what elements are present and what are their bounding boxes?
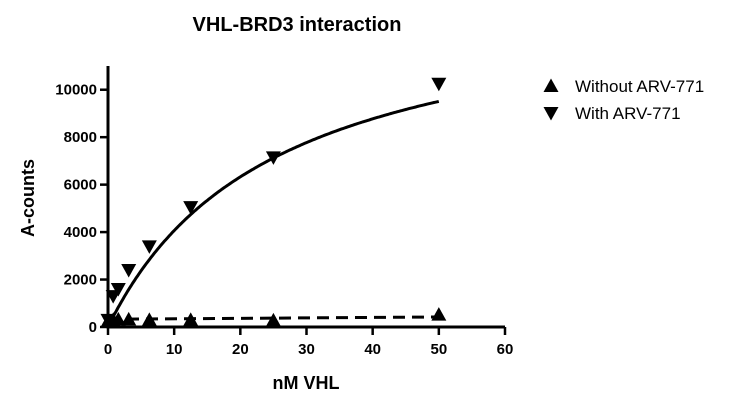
legend-label-series-1: Without ARV-771 [575,77,704,96]
x-tick-label: 10 [166,341,183,358]
data-point-series-2 [100,313,116,328]
x-tick-label: 30 [298,341,315,358]
data-point-series-2 [121,264,137,278]
x-tick-label: 20 [232,341,249,358]
y-tick-label: 2000 [64,272,97,289]
legend-marker-series-1 [543,78,559,92]
legend-label-series-2: With ARV-771 [575,104,681,123]
y-tick-label: 4000 [64,224,97,241]
data-points [100,77,447,328]
axes: 0 10 20 30 40 50 60 0 2000 4000 6000 8000 10000 [55,66,513,358]
fit-curve-series-2 [106,99,440,328]
data-point-series-2 [431,77,447,92]
data-point-series-1 [121,311,137,326]
y-tick-label: 8000 [64,129,97,146]
x-tick-label: 40 [364,341,381,358]
y-tick-label: 0 [89,319,97,336]
x-axis-label: nM VHL [273,373,340,393]
data-point-series-2 [183,201,199,215]
x-tick-label: 0 [104,341,112,358]
y-tick-label: 10000 [55,82,97,99]
y-tick-label: 6000 [64,177,97,194]
legend-marker-series-2 [543,107,559,121]
data-point-series-1 [110,311,126,326]
y-axis-label: A-counts [18,159,38,237]
data-point-series-2 [265,151,281,165]
data-point-series-1 [141,312,157,326]
data-point-series-2 [110,283,126,297]
chart-title: VHL-BRD3 interaction [193,14,402,36]
fit-curves [106,99,440,328]
fit-curve-series-1 [107,315,439,321]
x-tick-label: 60 [497,341,514,358]
x-tick-label: 50 [430,341,447,358]
data-point-series-1 [431,307,447,321]
data-point-series-1 [183,312,199,326]
data-point-series-2 [141,240,157,254]
data-point-series-1 [265,312,281,327]
legend: Without ARV-771 With ARV-771 [543,77,704,123]
